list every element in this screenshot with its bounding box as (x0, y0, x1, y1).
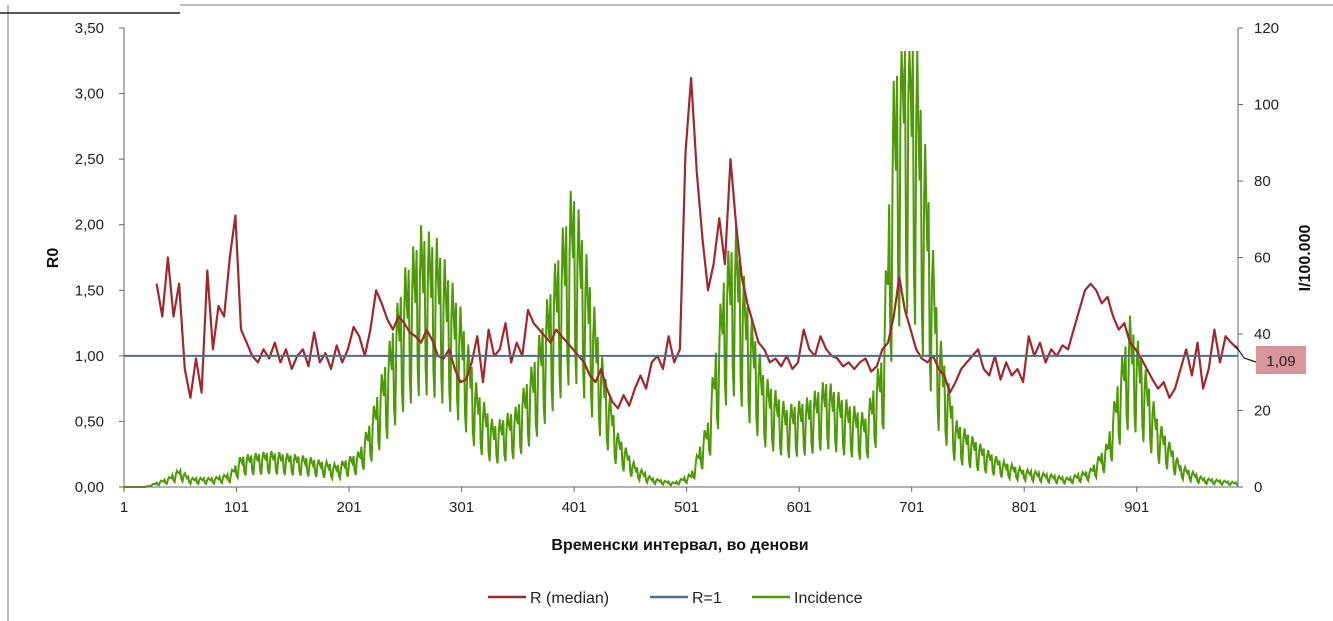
x-tick-label: 801 (1012, 499, 1037, 516)
y-tick-label: 0,50 (75, 413, 104, 430)
y2-tick-label: 120 (1254, 20, 1279, 37)
legend-label-r-equals-one: R=1 (692, 590, 722, 607)
legend-label-incidence: Incidence (794, 590, 863, 607)
y-tick-label: 3,00 (75, 86, 104, 103)
y-tick-label: 1,00 (75, 348, 104, 365)
y-tick-label: 0,00 (75, 479, 104, 496)
x-tick-label: 501 (674, 499, 699, 516)
y-tick-label: 2,00 (75, 217, 104, 234)
r-median-series (155, 76, 1239, 410)
x-tick-label: 201 (337, 499, 362, 516)
y2-tick-label: 100 (1254, 97, 1279, 114)
r-median-line (155, 76, 1239, 410)
incidence-line (124, 50, 1239, 488)
callout-box (1256, 346, 1306, 374)
x-tick-label: 701 (899, 499, 924, 516)
incidence-series (124, 50, 1239, 488)
y-axis-title: R0 (45, 248, 62, 269)
x-tick-label: 1 (120, 499, 128, 516)
y2-tick-label: 60 (1254, 250, 1271, 267)
x-tick-label: 101 (224, 499, 249, 516)
y-tick-label: 2,50 (75, 151, 104, 168)
y2-tick-label: 40 (1254, 326, 1271, 343)
y2-tick-label: 20 (1254, 403, 1271, 420)
x-tick-label: 301 (449, 499, 474, 516)
y-tick-label: 3,50 (75, 20, 104, 37)
y2-axis-title: I/100.000 (1297, 225, 1314, 292)
legend-label-r-median: R (median) (530, 590, 609, 607)
x-tick-label: 401 (562, 499, 587, 516)
callout-label: 1,09 (1266, 353, 1295, 370)
y-tick-labels: 0,00 0,50 1,00 1,50 2,00 2,50 3,00 3,50 (75, 20, 124, 496)
legend: R (median) R=1 Incidence (488, 590, 863, 607)
x-tick-labels: 1 101 201 301 401 501 601 701 801 901 (120, 487, 1149, 516)
x-tick-label: 901 (1124, 499, 1149, 516)
y2-tick-labels: 0 20 40 60 80 100 120 (1238, 20, 1279, 496)
x-axis-title: Временски интервал, во денови (551, 537, 808, 554)
callout-leader (1235, 345, 1257, 363)
x-tick-label: 601 (787, 499, 812, 516)
y2-tick-label: 0 (1254, 479, 1262, 496)
y-tick-label: 1,50 (75, 282, 104, 299)
y2-tick-label: 80 (1254, 173, 1271, 190)
